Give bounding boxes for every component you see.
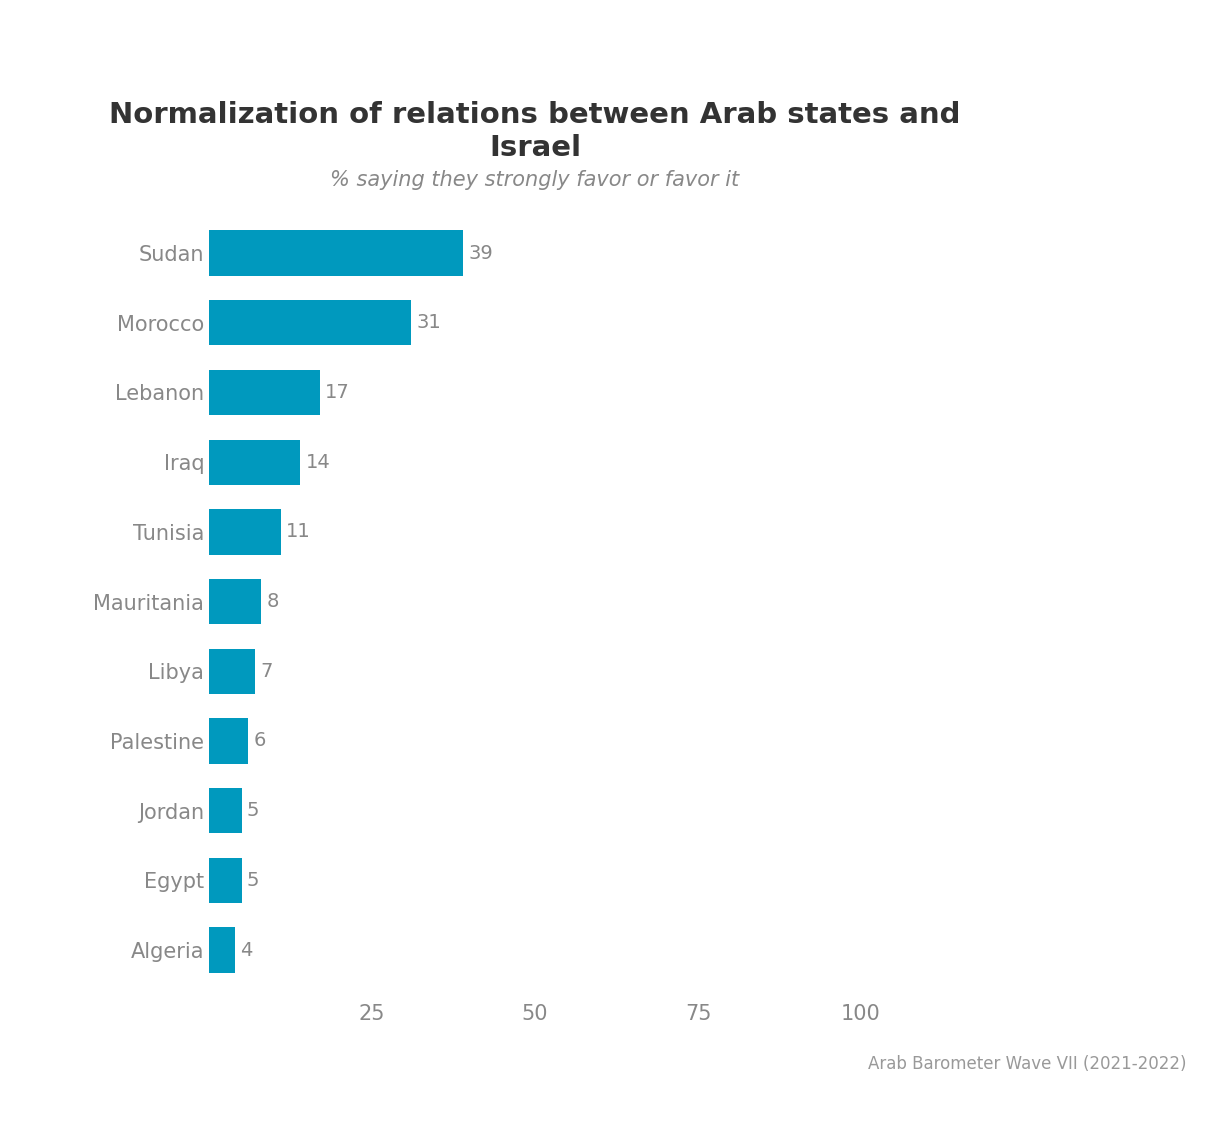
Bar bbox=[209, 230, 464, 276]
Bar bbox=[209, 788, 241, 833]
Text: 31: 31 bbox=[417, 313, 442, 333]
Bar bbox=[209, 648, 255, 693]
Bar bbox=[209, 439, 300, 485]
Bar bbox=[209, 579, 261, 624]
Text: 5: 5 bbox=[247, 801, 260, 821]
Text: 6: 6 bbox=[253, 731, 266, 750]
Text: 7: 7 bbox=[260, 662, 272, 681]
Text: 4: 4 bbox=[240, 941, 253, 959]
Text: 39: 39 bbox=[469, 244, 493, 262]
Bar bbox=[209, 510, 280, 555]
Bar bbox=[209, 927, 235, 973]
Text: 11: 11 bbox=[287, 522, 311, 541]
Bar bbox=[209, 718, 248, 764]
Text: 5: 5 bbox=[247, 871, 260, 890]
Text: % saying they strongly favor or favor it: % saying they strongly favor or favor it bbox=[331, 170, 739, 191]
Text: 8: 8 bbox=[267, 592, 279, 611]
Bar bbox=[209, 858, 241, 903]
Text: 17: 17 bbox=[325, 382, 349, 402]
Title: Normalization of relations between Arab states and
Israel: Normalization of relations between Arab … bbox=[109, 101, 961, 161]
Text: Arab Barometer Wave VII (2021-2022): Arab Barometer Wave VII (2021-2022) bbox=[868, 1054, 1187, 1073]
Bar bbox=[209, 370, 320, 415]
Bar bbox=[209, 300, 411, 345]
Text: 14: 14 bbox=[305, 453, 331, 472]
